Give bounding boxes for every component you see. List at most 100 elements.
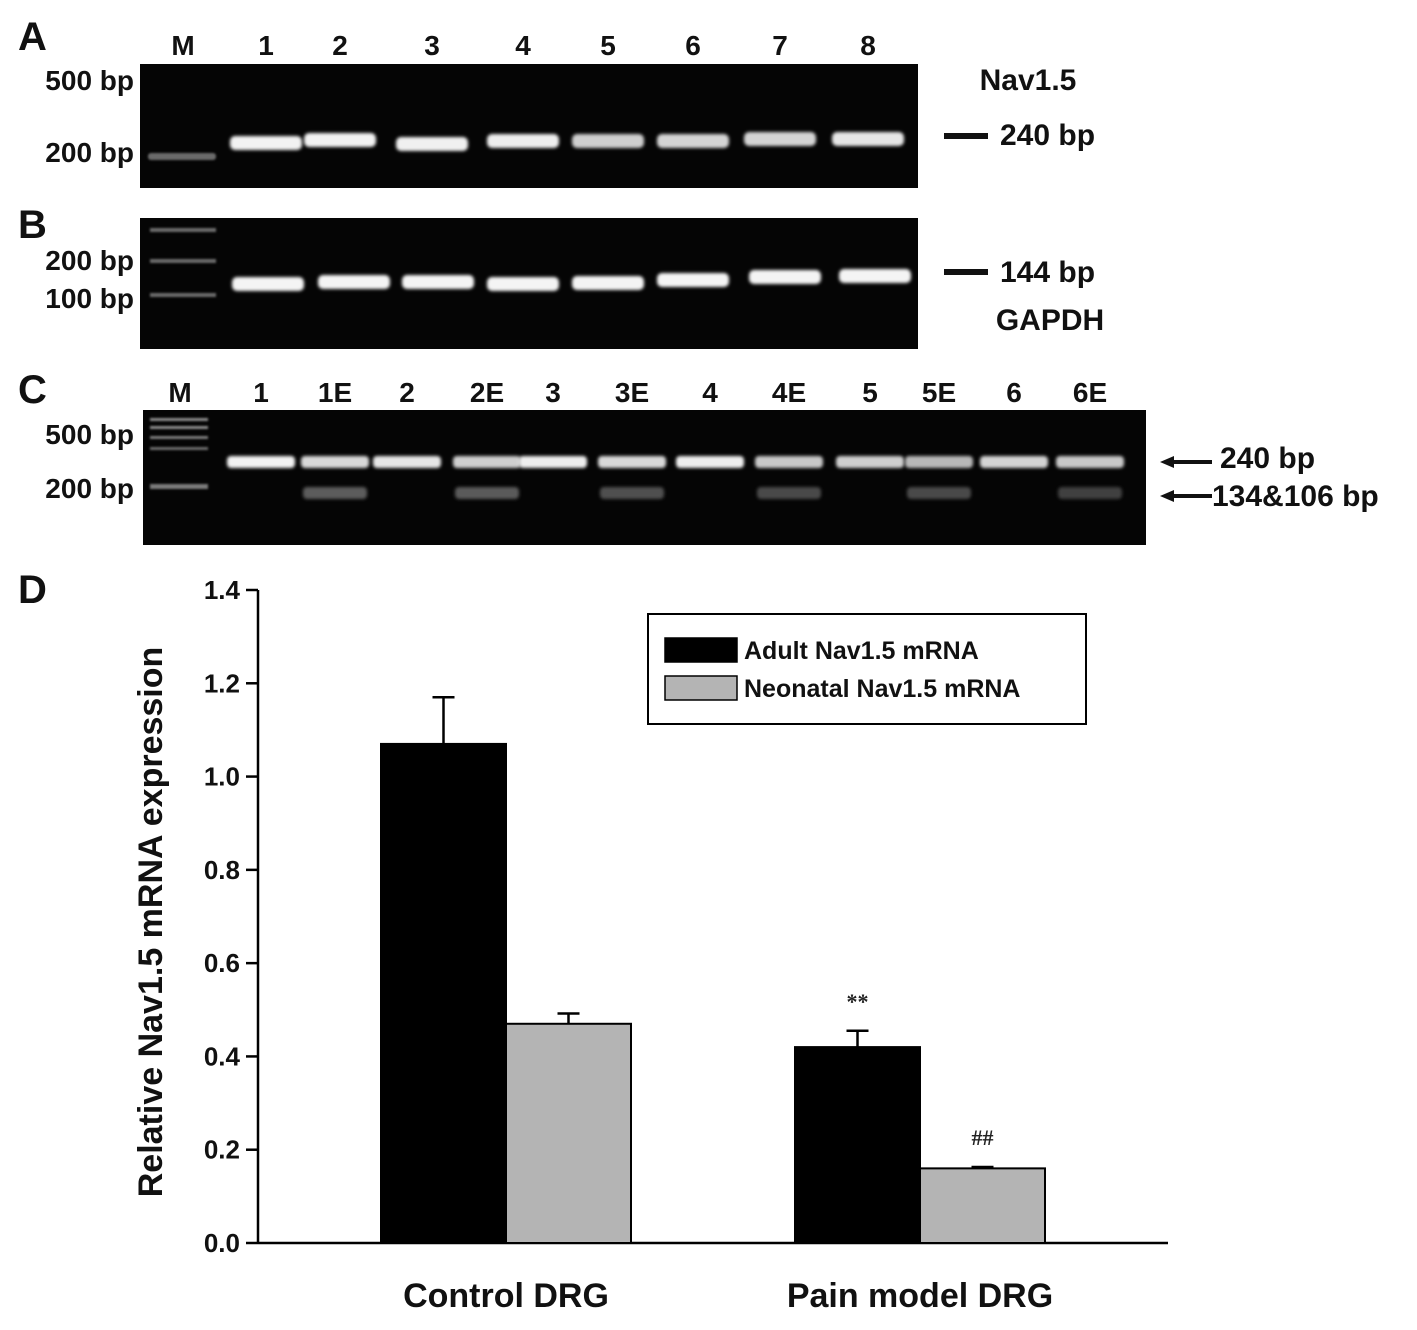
panel-c-band-label-240: 240 bp (1220, 442, 1315, 475)
panel-b-gene-label: GAPDH (996, 304, 1104, 337)
panel-a-lane-label: 5 (600, 30, 616, 61)
panel-b-ladder-label-100: 100 bp (45, 283, 134, 314)
panel-c-lane-label: 6E (1073, 377, 1107, 408)
panel-c-lane-label: 5E (922, 377, 956, 408)
y-tick-label: 0.4 (204, 1041, 241, 1071)
panel-d: D 0.0 0.2 0.4 0.6 0.8 1.0 1.2 1.4 Relative Nav1.… (18, 568, 1168, 1315)
x-category-label: Pain model DRG (787, 1277, 1053, 1315)
panel-c-band-240-lane-2E (453, 456, 521, 468)
panel-a: A M 1 2 3 4 5 6 7 8 500 bp 200 bp Nav1.5 240 bp (18, 15, 1095, 188)
panel-c-lane-label: 3E (615, 377, 649, 408)
y-tick-label: 1.0 (204, 762, 240, 792)
panel-c-ladder-label-500: 500 bp (45, 419, 134, 450)
panel-a-ladder-label-200: 200 bp (45, 137, 134, 168)
panel-c-band-240-lane-4E (755, 456, 823, 468)
panel-c-lane-label: 3 (545, 377, 561, 408)
panel-b: B 200 bp 100 bp 144 bp GAPDH (18, 203, 1104, 349)
panel-a-lane-label: 6 (685, 30, 701, 61)
panel-b-band-label: 144 bp (1000, 256, 1095, 289)
panel-b-band-lane-7 (749, 270, 821, 284)
panel-b-ladder-band-100 (150, 293, 216, 297)
panel-a-band-lane-5 (572, 134, 644, 148)
y-tick-label: 0.6 (204, 948, 240, 978)
panel-b-band-lane-5 (572, 276, 644, 290)
panel-c-band-240-lane-3E (598, 456, 666, 468)
panel-a-band-label: 240 bp (1000, 119, 1095, 152)
panel-a-letter: A (18, 15, 47, 59)
panel-c-band-240-lane-6E (1056, 456, 1124, 468)
panel-a-band-lane-3 (396, 137, 468, 151)
y-tick-label: 1.4 (204, 575, 241, 605)
panel-c-band-134-106-lane-5E (907, 487, 971, 499)
panel-a-lane-label: 1 (258, 30, 274, 61)
panel-c-arrow-240 (1160, 456, 1212, 468)
panel-c-band-134-106-lane-1E (303, 487, 367, 499)
legend-swatch (664, 637, 738, 663)
significance-marker: ** (847, 989, 869, 1014)
panel-c-band-134-106-lane-4E (757, 487, 821, 499)
panel-c: C M 1 1E 2 2E 3 3E 4 4E 5 5E 6 6E 500 bp 200 bp 240… (18, 368, 1379, 545)
panel-c-bands (227, 456, 1124, 499)
panel-b-ladder-band-200 (150, 259, 216, 263)
panel-c-band-240-lane-1E (301, 456, 369, 468)
panel-c-lane-label: 2 (399, 377, 415, 408)
panel-b-band-marker (944, 269, 988, 275)
bar-neonatal-pain-model (919, 1167, 1046, 1245)
panel-a-bands (230, 132, 904, 151)
panel-b-ladder-band-top (150, 228, 216, 232)
panel-a-lane-label: 8 (860, 30, 876, 61)
panel-a-lane-label: 2 (332, 30, 348, 61)
panel-c-arrow-134-106 (1160, 490, 1212, 502)
bar-neonatal-control (505, 1022, 632, 1244)
panel-c-band-240-lane-6 (980, 456, 1048, 468)
panel-b-band-lane-4 (487, 277, 559, 291)
panel-a-lane-label: 7 (772, 30, 788, 61)
panel-b-letter: B (18, 203, 47, 247)
panel-a-gel (140, 64, 918, 188)
panel-a-band-lane-1 (230, 136, 302, 150)
bar-adult-pain-model (794, 1046, 921, 1244)
legend-swatch (664, 675, 738, 701)
panel-b-band-lane-8 (839, 269, 911, 283)
panel-c-band-240-lane-3 (519, 456, 587, 468)
panel-a-band-lane-8 (832, 132, 904, 146)
panel-c-gel (143, 410, 1146, 545)
panel-c-band-240-lane-1 (227, 456, 295, 468)
panel-a-band-marker (944, 133, 988, 139)
significance-marker: ## (972, 1125, 994, 1150)
x-category-label: Control DRG (403, 1277, 609, 1315)
panel-c-lane-label: 1E (318, 377, 352, 408)
panel-c-lane-label: 4 (702, 377, 718, 408)
legend-label: Neonatal Nav1.5 mRNA (744, 675, 1020, 703)
panel-a-lane-label: 4 (515, 30, 531, 61)
panel-a-ladder-label-500: 500 bp (45, 65, 134, 96)
panel-c-lane-label: 1 (253, 377, 269, 408)
panel-c-ladder (150, 418, 208, 489)
panel-c-lane-labels: 1 1E 2 2E 3 3E 4 4E 5 5E 6 6E (253, 377, 1107, 408)
panel-b-band-lane-6 (657, 273, 729, 287)
panel-c-band-label-134-106: 134&106 bp (1212, 480, 1379, 513)
panel-a-ladder-band (148, 153, 216, 160)
panel-c-marker-label: M (168, 377, 191, 408)
y-tick-label: 1.2 (204, 668, 240, 698)
panel-c-lane-label: 6 (1006, 377, 1022, 408)
panel-c-band-134-106-lane-3E (600, 487, 664, 499)
bar-adult-control (380, 742, 507, 1245)
legend: Adult Nav1.5 mRNA Neonatal Nav1.5 mRNA (647, 613, 1087, 725)
bar-chart: 0.0 0.2 0.4 0.6 0.8 1.0 1.2 1.4 Relative Nav1.5 … (132, 575, 1168, 1315)
panel-a-lane-label: 3 (424, 30, 440, 61)
panel-c-band-240-lane-5 (836, 456, 904, 468)
panel-c-band-134-106-lane-6E (1058, 487, 1122, 499)
panel-c-band-240-lane-2 (373, 456, 441, 468)
panel-c-lane-label: 5 (862, 377, 878, 408)
panel-c-lane-label: 2E (470, 377, 504, 408)
y-axis-label: Relative Nav1.5 mRNA expression (132, 647, 170, 1198)
panel-b-band-lane-1 (232, 277, 304, 291)
panel-b-bands (232, 269, 911, 291)
panel-c-band-134-106-lane-2E (455, 487, 519, 499)
panel-c-lane-label: 4E (772, 377, 806, 408)
panel-a-gene-label: Nav1.5 (980, 64, 1077, 97)
panel-a-band-lane-2 (304, 133, 376, 147)
y-tick-label: 0.8 (204, 855, 240, 885)
